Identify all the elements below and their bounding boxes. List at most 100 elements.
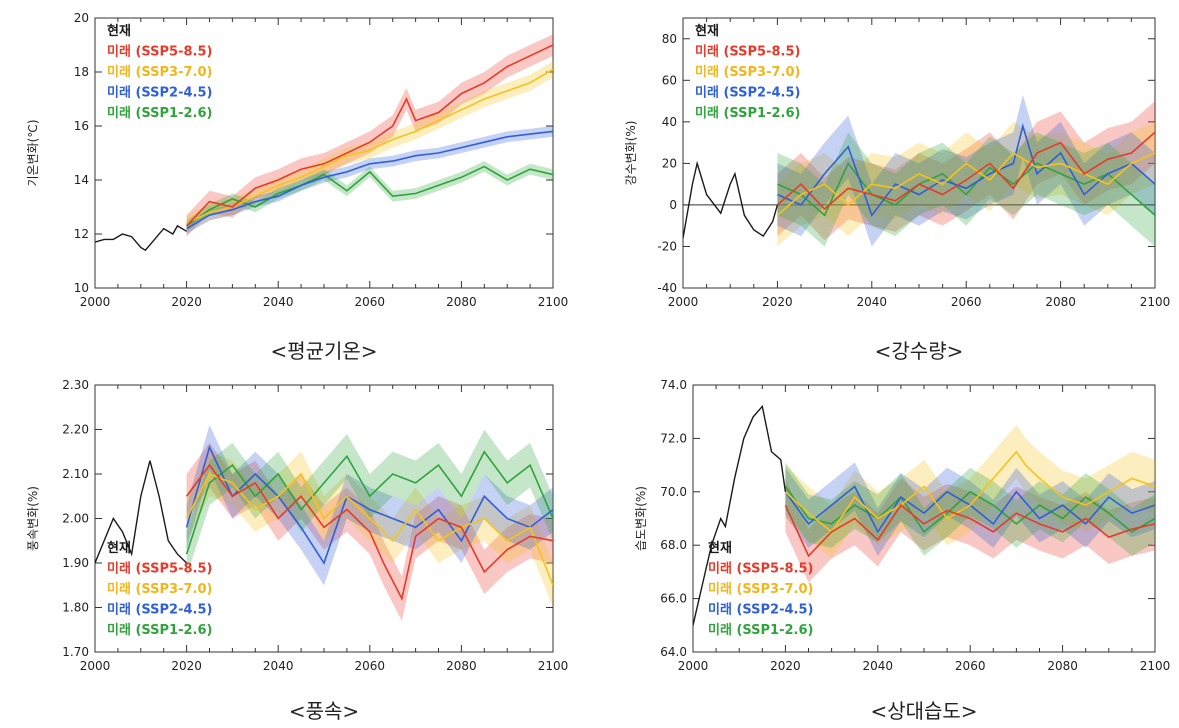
y-tick-label: 2.20 (62, 423, 89, 437)
chart-caption: <평균기온> (270, 339, 377, 363)
x-tick-label: 2000 (80, 295, 111, 309)
series-line-ssp3-70 (186, 68, 553, 224)
band-ssp2-45 (186, 126, 553, 234)
legend-item-ssp5-85: 미래 (SSP5-8.5) (695, 44, 800, 60)
y-axis-label: 풍속변화(%) (26, 486, 40, 551)
legend-item-ssp3-70: 미래 (SSP3-7.0) (708, 581, 813, 597)
chart-panel-4: 2000 2020 2040 2060 2080 2100 64.0 66.0 68.0 70.0… (634, 378, 1170, 723)
x-tick-label: 2020 (171, 659, 202, 673)
series-line-ssp5-85 (776, 131, 1155, 211)
y-tick-label: 10 (74, 281, 89, 295)
plot-area (95, 425, 553, 621)
band-ssp2-45 (186, 425, 553, 586)
x-tick-label: 2100 (538, 659, 569, 673)
band-ssp5-85 (777, 101, 1155, 241)
y-tick-label: 64.0 (660, 645, 687, 659)
x-tick-label: 2020 (770, 659, 801, 673)
y-tick-label: -20 (657, 239, 677, 253)
legend-item-ssp5-85: 미래 (SSP5-8.5) (107, 44, 212, 60)
y-tick-label: 74.0 (660, 378, 687, 392)
y-tick-label: 0 (669, 198, 677, 212)
y-tick-label: 18 (74, 65, 89, 79)
y-tick-label: 1.70 (62, 645, 89, 659)
legend-item-ssp3-70: 미래 (SSP3-7.0) (695, 64, 800, 80)
series-line-current (95, 460, 188, 564)
plot-area (683, 94, 1155, 247)
legend-item-ssp3-70: 미래 (SSP3-7.0) (107, 64, 212, 80)
chart-caption: <강수량> (875, 339, 964, 363)
chart-caption: <풍속> (289, 699, 359, 723)
band-ssp1-26 (186, 429, 553, 577)
x-tick-label: 2100 (1140, 295, 1171, 309)
y-tick-label: 2.00 (62, 512, 89, 526)
y-tick-label: 80 (662, 32, 677, 46)
x-tick-label: 2040 (263, 659, 294, 673)
x-tick-label: 2040 (863, 659, 894, 673)
x-tick-label: 2020 (762, 295, 793, 309)
x-tick-label: 2060 (355, 295, 386, 309)
band-ssp1-26 (777, 132, 1155, 247)
legend-item-ssp2-45: 미래 (SSP2-4.5) (695, 85, 800, 101)
band-ssp2-45 (777, 94, 1155, 247)
series-line-ssp1-26 (784, 485, 1155, 534)
series-line-ssp1-26 (185, 450, 553, 555)
legend-item-ssp5-85: 미래 (SSP5-8.5) (107, 561, 212, 577)
x-tick-label: 2020 (171, 295, 202, 309)
series-line-ssp2-45 (186, 130, 553, 230)
legend-item-ssp1-26: 미래 (SSP1-2.6) (708, 622, 813, 638)
series-line-ssp2-45 (185, 445, 553, 565)
series-line-current (693, 404, 787, 626)
x-tick-label: 2100 (538, 295, 569, 309)
x-tick-label: 2080 (1047, 659, 1078, 673)
series-line-ssp3-70 (185, 472, 553, 586)
y-tick-label: 66.0 (660, 592, 687, 606)
x-tick-label: 2000 (668, 295, 699, 309)
y-tick-label: 2.10 (62, 467, 89, 481)
x-tick-label: 2040 (857, 295, 888, 309)
x-tick-label: 2040 (263, 295, 294, 309)
series-line-current (95, 224, 187, 252)
legend-item-ssp1-26: 미래 (SSP1-2.6) (107, 105, 212, 121)
plot-area (693, 404, 1155, 626)
legend-item-ssp1-26: 미래 (SSP1-2.6) (107, 622, 212, 638)
series-line-ssp5-85 (784, 503, 1155, 558)
x-tick-label: 2080 (1045, 295, 1076, 309)
band-ssp5-85 (785, 478, 1155, 583)
legend-current: 현재 (107, 23, 131, 39)
series-line-ssp3-70 (776, 151, 1155, 216)
series-line-ssp3-70 (784, 450, 1155, 534)
series-line-ssp5-85 (186, 44, 553, 227)
y-tick-label: 72.0 (660, 431, 687, 445)
y-tick-label: -40 (657, 281, 677, 295)
legend-item-ssp5-85: 미래 (SSP5-8.5) (708, 561, 813, 577)
x-tick-label: 2060 (951, 295, 982, 309)
legend-item-ssp3-70: 미래 (SSP3-7.0) (107, 581, 212, 597)
legend-item-ssp2-45: 미래 (SSP2-4.5) (708, 602, 813, 618)
legend-item-ssp2-45: 미래 (SSP2-4.5) (107, 85, 212, 101)
series-line-ssp1-26 (777, 161, 1155, 217)
x-tick-label: 2080 (446, 295, 477, 309)
y-tick-label: 14 (74, 173, 89, 187)
legend-item-ssp2-45: 미래 (SSP2-4.5) (107, 602, 212, 618)
legend-current: 현재 (695, 23, 719, 39)
y-tick-label: 12 (74, 227, 89, 241)
y-tick-label: 16 (74, 119, 89, 133)
band-ssp3-70 (186, 61, 553, 232)
y-tick-label: 70.0 (660, 485, 687, 499)
x-tick-label: 2060 (955, 659, 986, 673)
chart-panel-1: 2000 2020 2040 2060 2080 2100 10 12 14 16 18 20 기온변화… (26, 11, 568, 363)
series-line-ssp5-85 (185, 463, 553, 601)
y-tick-label: 1.80 (62, 601, 89, 615)
x-tick-label: 2000 (80, 659, 111, 673)
chart-panel-2: 2000 2020 2040 2060 2080 2100-40-20020406080강… (624, 17, 1171, 363)
chart-caption: <상대습도> (870, 699, 977, 723)
y-tick-label: 20 (74, 11, 89, 25)
y-tick-label: 40 (662, 115, 677, 129)
y-axis-label: 강수변화(%) (624, 121, 638, 186)
